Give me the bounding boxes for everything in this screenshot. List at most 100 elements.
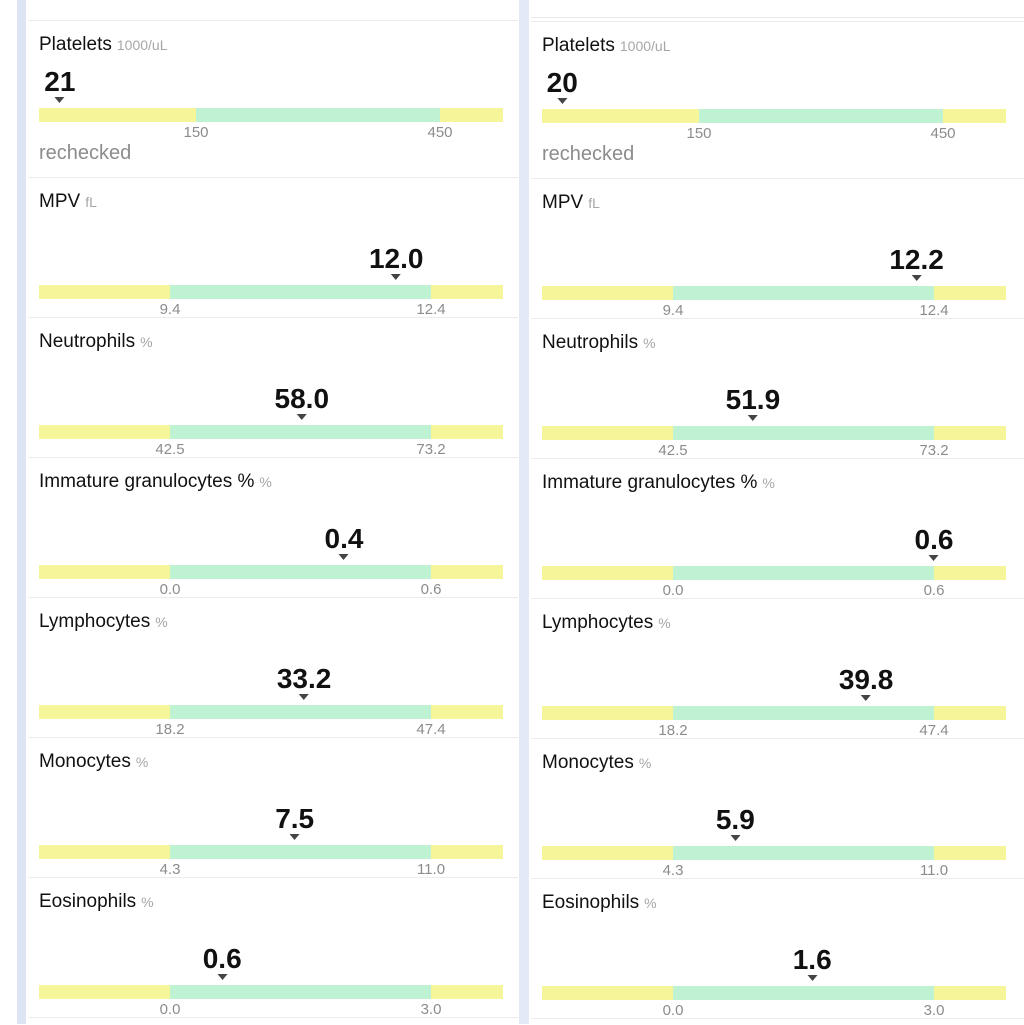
result-row-neutrophils[interactable]: Neutrophils% 58.0 42.5 73.2 (28, 318, 518, 458)
reference-high: 3.0 (923, 1002, 945, 1019)
result-row-immature-granulocytes[interactable]: Immature granulocytes %% 0.4 0.0 0.6 (28, 458, 518, 598)
test-name: Lymphocytes (542, 612, 654, 633)
result-header: Platelets 1000/uL (531, 22, 1024, 61)
result-header: Platelets 1000/uL (28, 21, 518, 60)
result-row-platelets[interactable]: Platelets 1000/uL 21 150 450 rechecked (28, 20, 518, 178)
result-row-mpv[interactable]: MPV fL 12.0 9.4 12.4 (28, 178, 518, 318)
reference-high: 0.6 (923, 582, 945, 599)
value-marker: 5.9 (716, 806, 755, 841)
test-name: Eosinophils (39, 891, 137, 912)
normal-range-segment (170, 425, 431, 439)
reference-high: 73.2 (416, 441, 446, 458)
pointer-caret-icon (911, 275, 922, 281)
normal-range-segment (673, 566, 934, 580)
reference-high: 0.6 (420, 581, 442, 598)
reference-high: 450 (427, 124, 453, 141)
result-value: 33.2 (276, 663, 332, 694)
test-name: Lymphocytes (39, 611, 151, 632)
result-header: Monocytes% (531, 739, 1024, 778)
range-scale: 7.5 4.3 11.0 (39, 777, 503, 878)
result-row-lymphocytes[interactable]: Lymphocytes% 33.2 18.2 47.4 (28, 598, 518, 738)
range-scale: 12.0 9.4 12.4 (39, 217, 503, 318)
result-value: 5.9 (715, 804, 755, 835)
pointer-caret-icon (299, 694, 310, 700)
normal-range-segment (170, 565, 431, 579)
result-value: 58.0 (274, 383, 330, 414)
result-header: Monocytes% (28, 738, 518, 777)
reference-high: 73.2 (919, 442, 949, 459)
result-value: 7.5 (275, 803, 315, 834)
results-panel-left[interactable]: Platelets 1000/uL 21 150 450 rechecked MPV fL 12… (28, 0, 518, 1024)
range-scale: 1.6 0.0 3.0 (542, 918, 1006, 1019)
result-value: 0.4 (324, 523, 364, 554)
reference-low: 0.0 (159, 1001, 181, 1018)
result-row-lymphocytes[interactable]: Lymphocytes% 39.8 18.2 47.4 (531, 599, 1024, 739)
result-row-eosinophils[interactable]: Eosinophils% 0.6 0.0 3.0 (28, 878, 518, 1018)
reference-low: 18.2 (658, 722, 688, 739)
result-row-platelets[interactable]: Platelets 1000/uL 20 150 450 rechecked (531, 21, 1024, 179)
results-panel-right[interactable]: Platelets 1000/uL 20 150 450 rechecked MPV fL 12… (531, 17, 1024, 1025)
reference-low: 0.0 (159, 581, 181, 598)
normal-range-segment (170, 985, 431, 999)
pointer-caret-icon (339, 554, 349, 560)
value-marker: 0.6 (203, 945, 242, 980)
result-header: MPV fL (531, 179, 1024, 218)
normal-range-segment (170, 845, 431, 859)
normal-range-segment (170, 705, 431, 719)
range-bar (39, 985, 503, 999)
test-unit: % (658, 615, 671, 631)
result-note: rechecked (39, 142, 132, 164)
range-scale: 51.9 42.5 73.2 (542, 358, 1006, 459)
test-unit: fL (85, 194, 97, 210)
range-bar (542, 286, 1006, 300)
normal-range-segment (673, 426, 934, 440)
pointer-caret-icon (929, 555, 939, 561)
result-row-mpv[interactable]: MPV fL 12.2 9.4 12.4 (531, 179, 1024, 319)
value-marker: 7.5 (275, 805, 314, 840)
test-name: MPV (39, 191, 81, 212)
range-bar (39, 845, 503, 859)
reference-low: 0.0 (662, 582, 684, 599)
pointer-caret-icon (730, 835, 741, 841)
result-row-eosinophils[interactable]: Eosinophils% 1.6 0.0 3.0 (531, 879, 1024, 1019)
result-row-immature-granulocytes[interactable]: Immature granulocytes %% 0.6 0.0 0.6 (531, 459, 1024, 599)
range-bar (39, 705, 503, 719)
reference-high: 3.0 (420, 1001, 442, 1018)
test-name: Immature granulocytes % (39, 471, 255, 492)
reference-low: 42.5 (658, 442, 688, 459)
value-marker: 12.2 (889, 246, 944, 281)
result-value: 51.9 (725, 384, 781, 415)
value-marker: 51.9 (725, 384, 781, 421)
result-value: 39.8 (838, 664, 894, 695)
result-header: Neutrophils% (531, 319, 1024, 358)
test-name: Neutrophils (542, 332, 639, 353)
pointer-caret-icon (747, 415, 758, 421)
normal-range-segment (699, 109, 943, 123)
test-unit: 1000/uL (116, 37, 168, 53)
test-unit: % (762, 475, 775, 491)
pointer-caret-icon (289, 834, 300, 840)
result-row-neutrophils[interactable]: Neutrophils% 51.9 42.5 73.2 (531, 319, 1024, 459)
normal-range-segment (673, 706, 934, 720)
reference-high: 12.4 (919, 302, 949, 319)
test-unit: 1000/uL (619, 38, 671, 54)
reference-low: 0.0 (662, 1002, 684, 1019)
pointer-caret-icon (391, 274, 402, 280)
test-name: Immature granulocytes % (542, 472, 758, 493)
value-marker: 20 (547, 69, 578, 104)
test-unit: % (643, 335, 656, 351)
result-header: MPV fL (28, 178, 518, 217)
pointer-caret-icon (296, 414, 307, 420)
reference-high: 47.4 (416, 721, 446, 738)
test-name: Monocytes (39, 751, 131, 772)
reference-high: 47.4 (919, 722, 949, 739)
result-header: Immature granulocytes %% (28, 458, 518, 497)
result-value: 1.6 (792, 944, 832, 975)
result-row-monocytes[interactable]: Monocytes% 7.5 4.3 11.0 (28, 738, 518, 878)
result-header: Immature granulocytes %% (531, 459, 1024, 498)
result-value: 20 (546, 67, 578, 98)
normal-range-segment (196, 108, 440, 122)
result-row-monocytes[interactable]: Monocytes% 5.9 4.3 11.0 (531, 739, 1024, 879)
normal-range-segment (673, 986, 934, 1000)
value-marker: 58.0 (274, 383, 330, 420)
